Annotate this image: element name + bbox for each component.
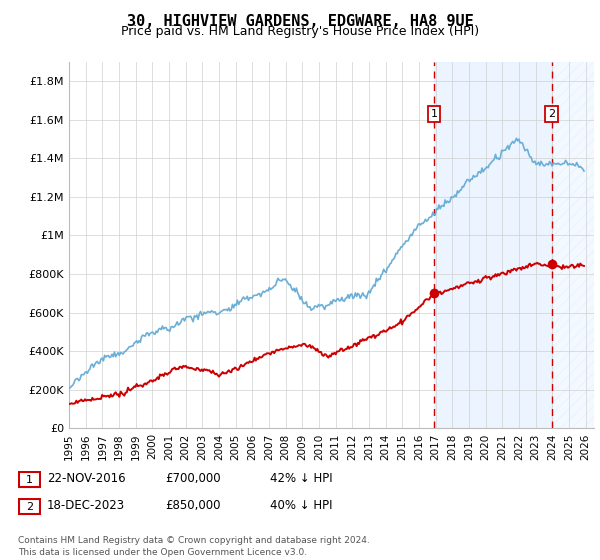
- Text: Price paid vs. HM Land Registry's House Price Index (HPI): Price paid vs. HM Land Registry's House …: [121, 25, 479, 38]
- Text: 18-DEC-2023: 18-DEC-2023: [47, 499, 125, 512]
- FancyBboxPatch shape: [19, 500, 40, 514]
- Text: 1: 1: [431, 109, 437, 119]
- Bar: [551, 62, 594, 428]
- Text: 30, HIGHVIEW GARDENS, EDGWARE, HA8 9UE: 30, HIGHVIEW GARDENS, EDGWARE, HA8 9UE: [127, 14, 473, 29]
- Text: £850,000: £850,000: [165, 499, 221, 512]
- Text: 42% ↓ HPI: 42% ↓ HPI: [270, 472, 332, 486]
- Text: 22-NOV-2016: 22-NOV-2016: [47, 472, 125, 486]
- FancyBboxPatch shape: [19, 473, 40, 487]
- Text: 2: 2: [26, 502, 33, 512]
- Bar: [434, 62, 551, 428]
- Text: 2: 2: [548, 109, 555, 119]
- Text: 1: 1: [26, 475, 33, 485]
- Text: £700,000: £700,000: [165, 472, 221, 486]
- Text: Contains HM Land Registry data © Crown copyright and database right 2024.
This d: Contains HM Land Registry data © Crown c…: [18, 536, 370, 557]
- Text: 40% ↓ HPI: 40% ↓ HPI: [270, 499, 332, 512]
